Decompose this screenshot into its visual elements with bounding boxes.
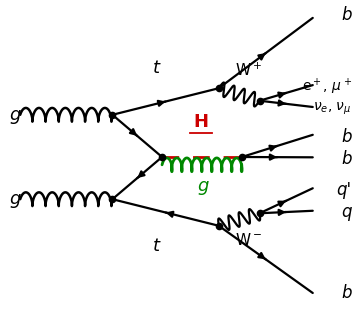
Text: b: b (341, 284, 352, 302)
Text: t: t (153, 59, 160, 77)
Text: b: b (341, 149, 352, 168)
Text: q': q' (337, 181, 352, 199)
Text: g: g (197, 177, 209, 195)
Text: W$^-$: W$^-$ (235, 232, 262, 248)
Text: q: q (341, 203, 352, 221)
Text: b: b (341, 6, 352, 24)
Text: g: g (10, 106, 21, 124)
Text: H: H (194, 113, 209, 131)
Text: t: t (153, 237, 160, 255)
Text: W$^+$: W$^+$ (235, 62, 262, 79)
Text: b: b (341, 128, 352, 146)
Text: e$^+$, $\mu^+$: e$^+$, $\mu^+$ (302, 77, 352, 97)
Text: g: g (10, 190, 21, 208)
Text: $\nu_e$, $\nu_\mu$: $\nu_e$, $\nu_\mu$ (313, 100, 352, 117)
